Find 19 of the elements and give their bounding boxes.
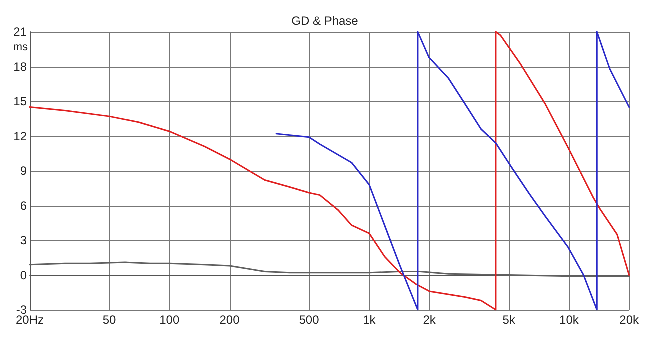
y-tick-label: 6: [20, 198, 28, 213]
x-tick-label: 50: [102, 313, 116, 327]
x-tick-label: 10k: [560, 313, 580, 327]
x-tick-label: 100: [160, 313, 180, 327]
y-tick-label: 12: [14, 129, 28, 144]
x-tick-label: 500: [299, 313, 320, 327]
x-tick-label: 200: [220, 313, 240, 327]
y-tick-label: 15: [14, 94, 28, 108]
x-tick-label: 20k: [620, 313, 640, 327]
chart-title: GD & Phase: [292, 14, 359, 28]
y-tick-label: 18: [14, 60, 28, 74]
y-axis-title: ms: [13, 42, 28, 54]
y-tick-label: 21: [14, 25, 28, 39]
x-tick-label: 2k: [423, 313, 437, 327]
y-tick-label: 0: [20, 268, 28, 282]
x-tick-label: 5k: [502, 313, 516, 327]
y-tick-label: 3: [20, 234, 28, 248]
x-tick-label: 1k: [363, 313, 377, 327]
y-tick-label: 9: [20, 164, 28, 178]
